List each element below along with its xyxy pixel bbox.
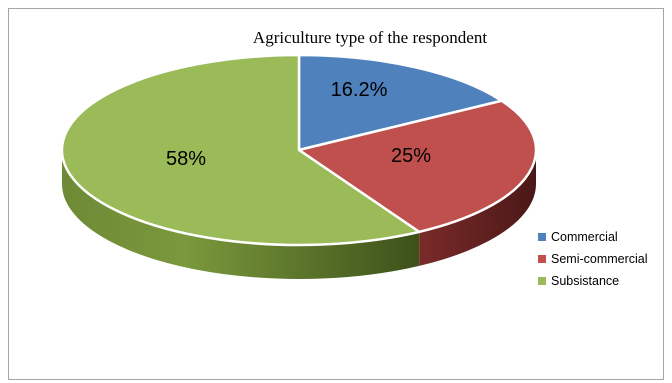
legend-swatch-subsistance [538, 277, 546, 285]
legend-label-commercial: Commercial [551, 230, 618, 244]
pie-slice-subsistance [60, 53, 421, 247]
legend-label-subsistance: Subsistance [551, 274, 620, 288]
pie-slice-commercial [297, 53, 503, 152]
pie-side-subsistance [62, 150, 420, 279]
legend-item-semi-commercial: Semi-commercial [538, 248, 648, 270]
legend-item-subsistance: Subsistance [538, 270, 648, 292]
chart-title: Agriculture type of the respondent [252, 28, 488, 47]
legend: Commercial Semi-commercial Subsistance [538, 226, 648, 292]
data-label-commercial: 16.2% [331, 79, 388, 101]
legend-item-commercial: Commercial [538, 226, 648, 248]
legend-label-semi-commercial: Semi-commercial [551, 252, 648, 266]
pie-side-semi-commercial [419, 150, 536, 266]
pie-slice-semi-commercial [297, 99, 538, 234]
data-label-subsistance: 58% [166, 148, 206, 170]
legend-swatch-semi-commercial [538, 255, 546, 263]
data-label-semi-commercial: 25% [391, 145, 431, 167]
legend-swatch-commercial [538, 233, 546, 241]
